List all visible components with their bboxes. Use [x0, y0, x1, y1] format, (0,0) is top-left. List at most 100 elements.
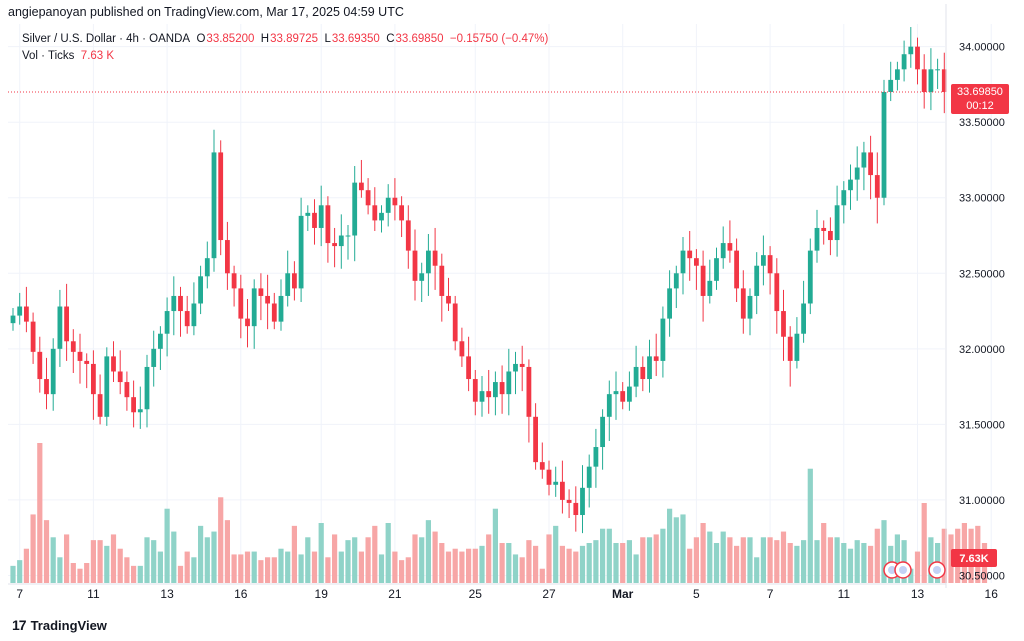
candle-body	[519, 363, 525, 367]
candle-body	[660, 318, 666, 361]
candle-body	[392, 197, 398, 206]
candle-body	[586, 466, 592, 488]
candle-body	[24, 306, 29, 322]
volume-bar	[358, 551, 364, 583]
candle-body	[171, 295, 177, 312]
volume-bar	[566, 548, 572, 583]
candle-body	[774, 273, 780, 312]
candle-body	[37, 351, 43, 380]
volume-value: 7.63 K	[80, 50, 115, 62]
candle-body	[446, 295, 451, 304]
volume-bar	[378, 554, 385, 583]
volume-bar	[559, 545, 565, 583]
candle-body	[854, 167, 860, 180]
volume-bar	[10, 565, 16, 583]
candle-body	[352, 182, 358, 236]
volume-bar	[251, 551, 257, 583]
candle-body	[573, 502, 579, 516]
high-label: H	[260, 33, 270, 45]
candle-body	[821, 227, 827, 231]
volume-label[interactable]: Vol · Ticks	[22, 50, 75, 62]
candle-body	[714, 258, 719, 281]
volume-bar	[700, 523, 706, 583]
x-tick-label: 27	[542, 587, 556, 601]
last-price-badge	[951, 83, 1009, 114]
candle-body	[17, 306, 23, 316]
candle-body	[265, 295, 270, 304]
candle-body	[432, 250, 438, 266]
candle-body	[426, 250, 431, 274]
candle-body	[131, 397, 136, 413]
volume-bar	[338, 551, 344, 583]
x-tick-label: 5	[693, 587, 700, 601]
candle-body	[104, 356, 110, 417]
volume-bar	[539, 568, 545, 583]
volume-bar	[43, 520, 50, 583]
volume-bar	[392, 551, 398, 583]
volume-bar	[600, 528, 606, 583]
volume-bar	[841, 543, 847, 583]
candle-body	[211, 152, 217, 259]
volume-bar	[479, 545, 485, 583]
volume-bar	[579, 545, 586, 583]
candle-body	[231, 273, 237, 289]
volume-bar	[814, 540, 820, 583]
volume-bar	[445, 551, 452, 583]
candle-body	[379, 212, 384, 221]
volume-bar	[921, 503, 927, 583]
low-label: L	[324, 33, 331, 45]
volume-bar	[325, 557, 331, 583]
volume-bar	[519, 557, 525, 583]
candle-body	[747, 295, 753, 319]
x-tick-label: 11	[87, 587, 100, 601]
candle-body	[204, 258, 210, 277]
candle-body	[694, 258, 699, 266]
volume-bar	[553, 525, 559, 583]
volume-bar	[620, 543, 626, 583]
candle-body	[861, 152, 867, 168]
candle-body	[77, 351, 83, 361]
symbol-label[interactable]: Silver / U.S. Dollar · 4h · OANDA	[22, 33, 191, 45]
y-tick-label: 31.50000	[959, 419, 1005, 431]
volume-bar	[894, 534, 900, 583]
x-tick-label: 25	[469, 587, 483, 601]
volume-bar	[734, 545, 740, 583]
candle-body	[680, 250, 686, 274]
candle-body	[734, 250, 739, 289]
candle-body	[493, 382, 498, 398]
volume-bar	[64, 534, 70, 583]
volume-bar	[258, 560, 264, 583]
volume-bar	[713, 543, 720, 583]
volume-bar	[144, 537, 150, 583]
candle-body	[144, 366, 150, 410]
candle-body	[921, 69, 927, 92]
volume-bar	[23, 548, 29, 583]
volume-bar	[191, 557, 197, 583]
volume-bar	[37, 443, 43, 583]
volume-bar	[184, 551, 190, 583]
candle-body	[258, 288, 264, 296]
candle-body	[707, 280, 713, 296]
volume-bar	[332, 534, 338, 583]
volume-badge	[951, 549, 997, 567]
volume-bar	[452, 548, 458, 583]
candle-body	[486, 391, 492, 398]
candle-body	[472, 379, 478, 402]
volume-bar	[760, 537, 766, 583]
volume-bar	[104, 545, 110, 583]
candle-body	[191, 303, 197, 327]
footer-brand[interactable]: 17 TradingView	[12, 617, 107, 633]
candle-body	[245, 318, 250, 327]
candle-body	[928, 69, 934, 92]
volume-bar	[204, 537, 210, 583]
volume-bar	[271, 557, 277, 583]
candle-body	[57, 306, 63, 349]
candle-body	[895, 69, 900, 80]
change-value: −0.15750 (−0.47%)	[449, 33, 549, 45]
open-value: 33.85200	[206, 33, 255, 45]
y-tick-label: 32.50000	[959, 268, 1005, 280]
volume-bar	[941, 528, 947, 583]
flag-icon-inner	[888, 566, 896, 574]
candle-body	[546, 469, 552, 485]
